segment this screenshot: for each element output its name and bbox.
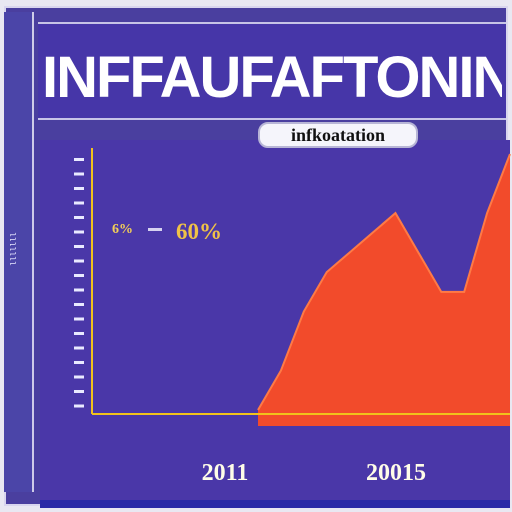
y-tick-mark [74,187,84,190]
y-tick-mark [74,390,84,393]
y-tick-mark [74,361,84,364]
annotation-small: 6% [112,222,133,237]
y-tick-mark [74,260,84,263]
y-tick-mark [74,376,84,379]
y-tick-mark [74,202,84,205]
chart-annotations: 6% 60% [112,219,222,244]
y-tick-mark [74,173,84,176]
y-tick-mark [74,289,84,292]
y-tick-mark [74,216,84,219]
series-area [258,154,510,426]
y-tick-mark [74,158,84,161]
x-tick-label: 2011 [202,460,249,486]
y-axis-ticks [74,158,84,408]
y-tick-mark [74,245,84,248]
y-tick-mark [74,274,84,277]
x-axis-ticks: 2011 20015 [202,460,426,486]
y-tick-mark [74,231,84,234]
y-tick-mark [74,318,84,321]
y-tick-mark [74,332,84,335]
y-tick-mark [74,405,84,408]
annotation-dash [148,228,162,231]
x-tick-label: 20015 [366,460,426,486]
y-tick-mark [74,347,84,350]
annotation-large: 60% [176,219,222,244]
y-tick-mark [74,303,84,306]
